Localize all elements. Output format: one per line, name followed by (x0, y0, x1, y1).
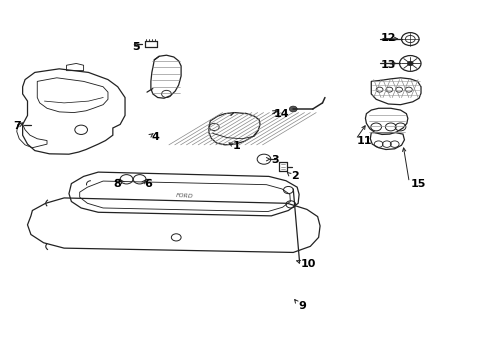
Text: 8: 8 (114, 179, 122, 189)
Text: 11: 11 (356, 136, 371, 145)
Text: 1: 1 (232, 141, 240, 151)
Text: 3: 3 (271, 155, 278, 165)
Text: 6: 6 (144, 179, 152, 189)
Text: 7: 7 (13, 121, 20, 131)
Circle shape (289, 106, 297, 112)
Text: 13: 13 (380, 60, 396, 70)
Text: 14: 14 (273, 109, 289, 119)
Text: 5: 5 (132, 42, 140, 52)
Text: 2: 2 (290, 171, 298, 181)
Text: 9: 9 (298, 301, 305, 311)
Circle shape (407, 61, 412, 66)
Text: 10: 10 (300, 259, 315, 269)
Text: 4: 4 (152, 132, 160, 142)
Text: 15: 15 (409, 179, 425, 189)
Text: FORD: FORD (176, 193, 194, 199)
Text: 12: 12 (380, 33, 396, 43)
